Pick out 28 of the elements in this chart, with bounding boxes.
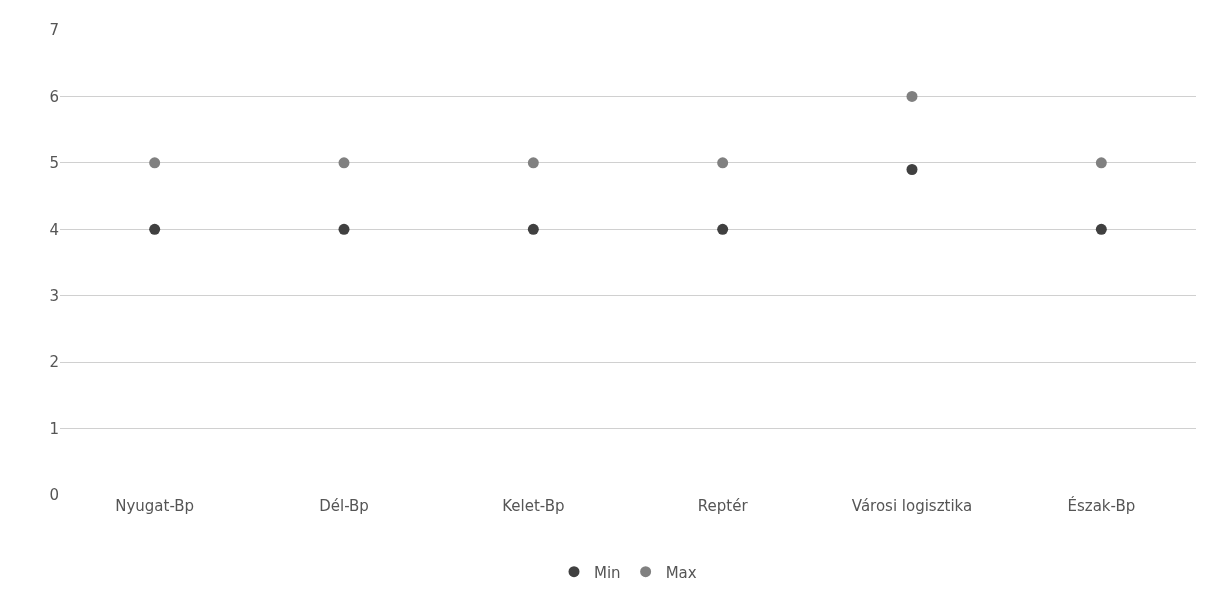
x-tick-label: Dél-Bp	[319, 497, 369, 515]
y-tick-label: 2	[49, 353, 59, 372]
point	[338, 157, 350, 169]
y-tick-label: 6	[49, 87, 59, 106]
x-tick-label: Városi logisztika	[851, 497, 973, 515]
y-tick-label: 0	[49, 486, 59, 505]
y-tick-label: 5	[49, 154, 59, 173]
x-tick-label: Kelet-Bp	[502, 497, 565, 515]
x-tick-label: Reptér	[697, 497, 749, 515]
point	[527, 157, 539, 169]
x-tick-label: Nyugat-Bp	[115, 497, 195, 515]
legend-label: Max	[665, 563, 697, 582]
point	[906, 90, 918, 102]
y-tick-label: 1	[49, 419, 59, 438]
point	[1095, 157, 1107, 169]
point	[149, 157, 161, 169]
point	[717, 223, 729, 235]
point	[338, 223, 350, 235]
point	[527, 223, 539, 235]
point	[906, 164, 918, 175]
legend-label: Min	[594, 563, 621, 582]
point	[717, 157, 729, 169]
x-tick-label: Észak-Bp	[1067, 496, 1136, 515]
point	[149, 223, 161, 235]
y-tick-label: 7	[49, 21, 59, 40]
point	[1095, 223, 1107, 235]
y-tick-label: 3	[49, 286, 59, 305]
y-tick-label: 4	[49, 220, 59, 239]
